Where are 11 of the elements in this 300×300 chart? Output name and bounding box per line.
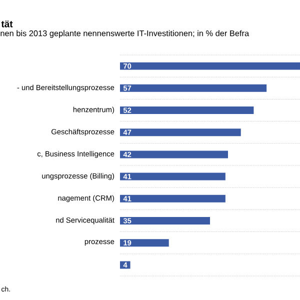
bar (120, 84, 267, 92)
bar (120, 194, 226, 202)
chart-subtitle: nen bis 2013 geplante nennenswerte IT-Investitionen; in % der Befra (0, 30, 250, 38)
bar (120, 128, 241, 136)
bar (120, 150, 228, 158)
bar (120, 239, 169, 247)
bar (120, 217, 210, 224)
bar (120, 106, 254, 114)
bar (120, 62, 300, 70)
bar (120, 172, 226, 180)
text: tät (1, 20, 13, 28)
